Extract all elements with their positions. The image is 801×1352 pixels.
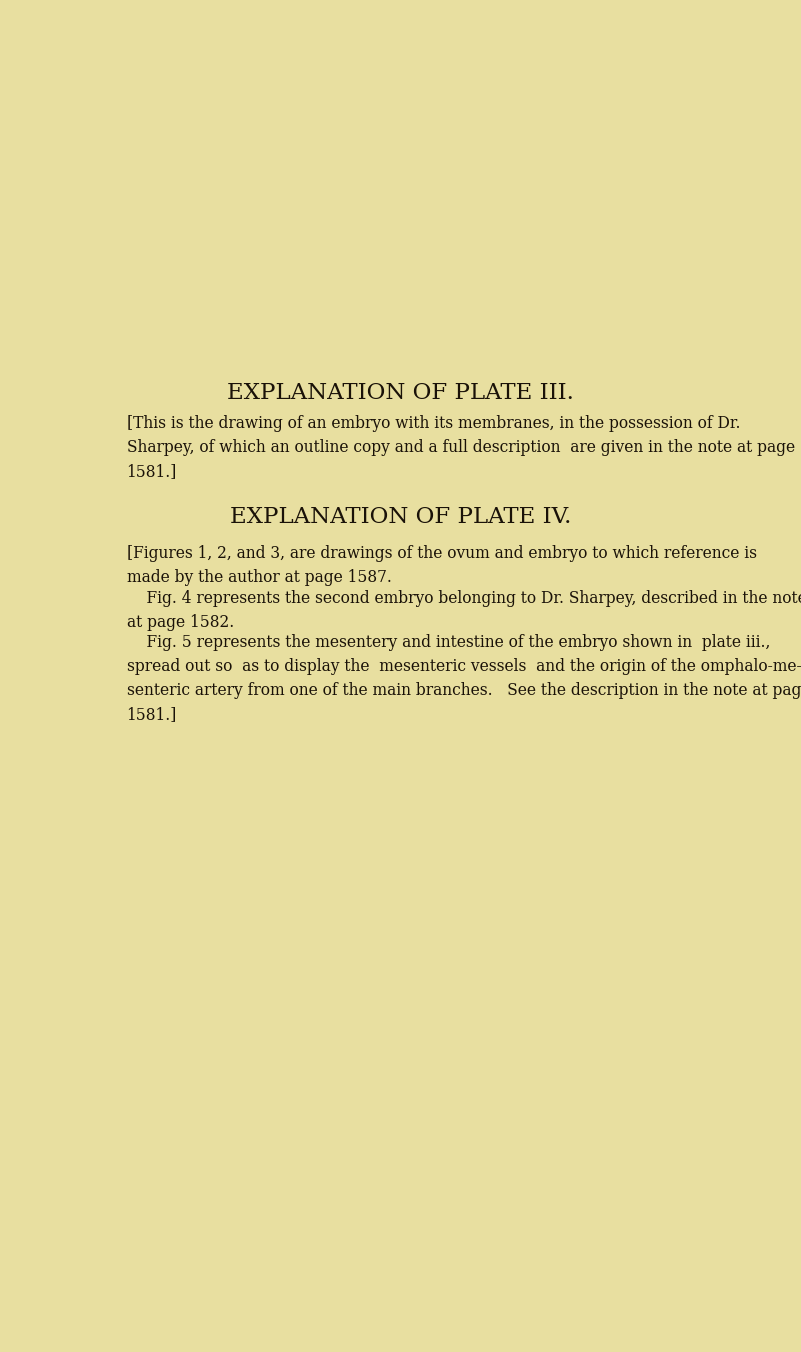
Text: [Figures 1, 2, and 3, are drawings of the ovum and embryo to which reference is
: [Figures 1, 2, and 3, are drawings of th… (127, 545, 757, 587)
Text: Fig. 4 represents the second embryo belonging to Dr. Sharpey, described in the n: Fig. 4 represents the second embryo belo… (127, 589, 801, 631)
Text: EXPLANATION OF PLATE III.: EXPLANATION OF PLATE III. (227, 383, 574, 404)
Text: Fig. 5 represents the mesentery and intestine of the embryo shown in  plate iii.: Fig. 5 represents the mesentery and inte… (127, 634, 801, 723)
Text: [This is the drawing of an embryo with its membranes, in the possession of Dr.
S: [This is the drawing of an embryo with i… (127, 415, 795, 480)
Text: EXPLANATION OF PLATE IV.: EXPLANATION OF PLATE IV. (230, 506, 571, 529)
